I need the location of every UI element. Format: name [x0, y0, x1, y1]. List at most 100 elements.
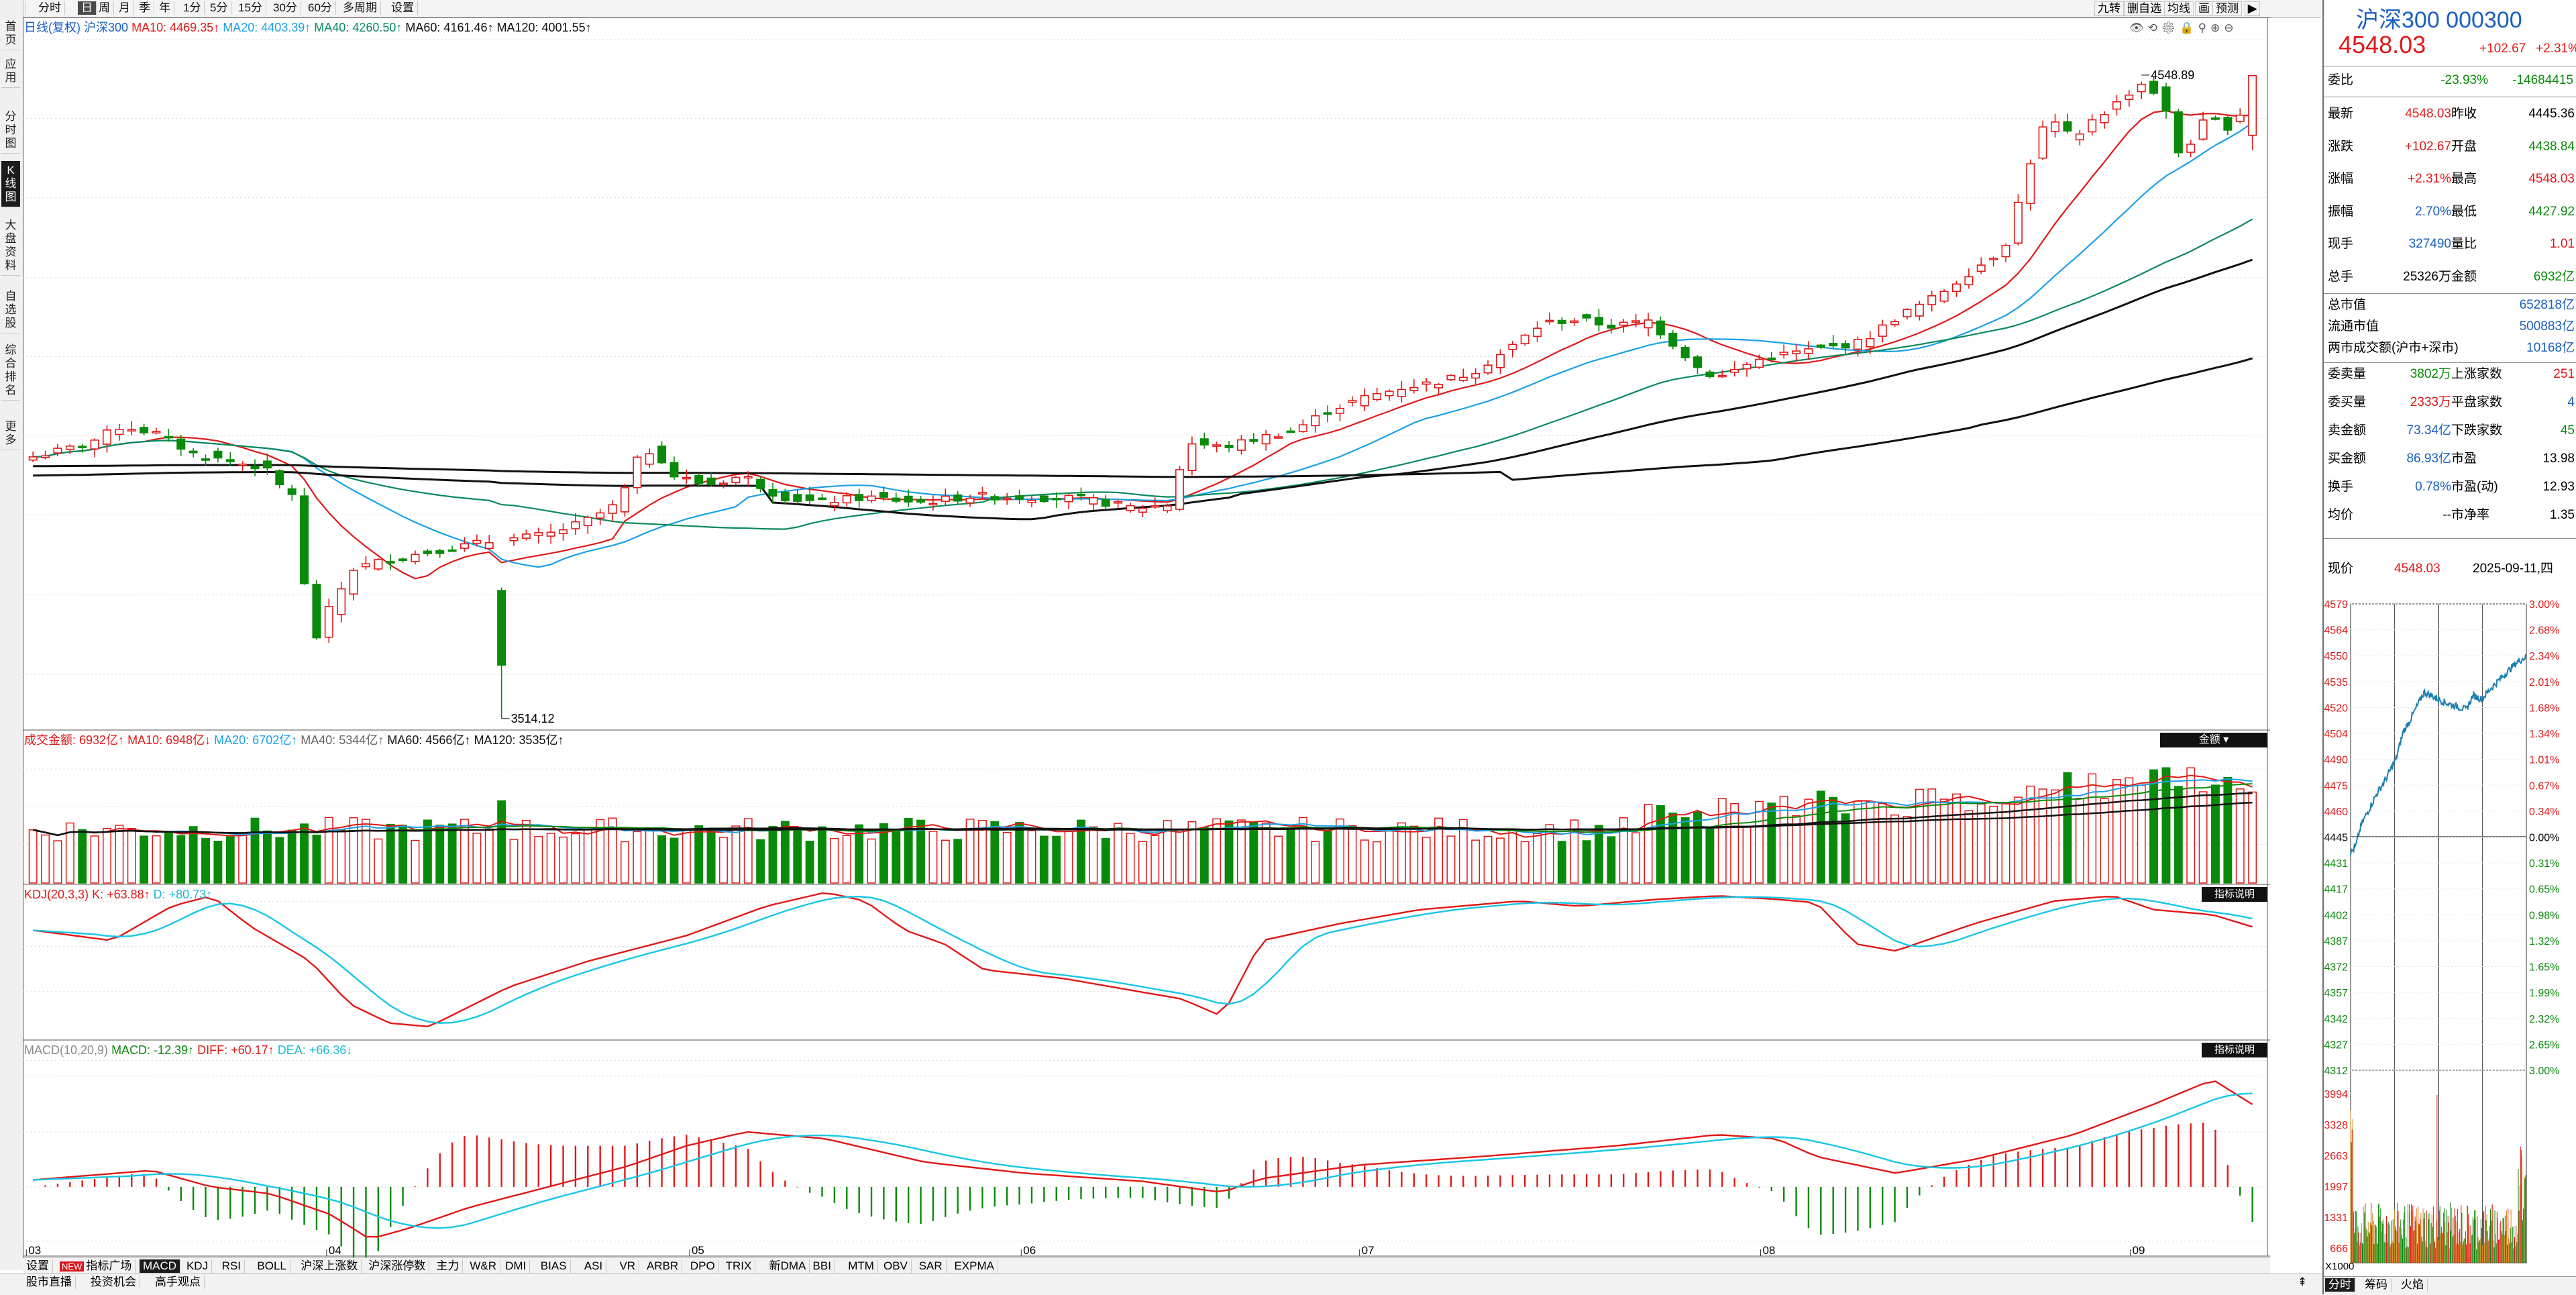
pin-icon[interactable]: ⇞	[2298, 1276, 2308, 1288]
volume-bar	[362, 819, 370, 884]
indicator-tab-11[interactable]: BIAS	[537, 1259, 571, 1273]
candle-body	[1656, 320, 1665, 335]
stat-0a-value: 3802万	[2410, 367, 2451, 381]
kline-chart-area[interactable]: 4606447943524223409639693842371335854548…	[23, 17, 2306, 1266]
volume-bar	[41, 834, 50, 884]
cap-2-value: 10168亿	[2526, 341, 2575, 355]
intraday-mini-chart[interactable]: 4579 3.00% 4564 2.68% 4550 2.34% 4535 2.01% 4520…	[2324, 597, 2576, 1275]
tab-opportunities[interactable]: 投资机会	[87, 1276, 140, 1289]
tab-live[interactable]: 股市直播	[23, 1276, 76, 1289]
right-tab-flame[interactable]: 火焰	[2398, 1278, 2428, 1292]
candle-body	[1557, 319, 1566, 324]
volume-bar	[447, 823, 457, 884]
volume-bar	[2125, 777, 2134, 884]
volume-bar	[1854, 800, 1862, 884]
indicator-tab-13[interactable]: VR	[616, 1259, 640, 1273]
toolbar-1min[interactable]: 1分	[180, 1, 205, 15]
macd-help-button[interactable]: 指标说明	[2202, 1043, 2267, 1057]
candle-body	[1421, 381, 1431, 385]
volume-bar	[1458, 819, 1468, 884]
toolbar-month[interactable]: 月	[115, 1, 134, 15]
right-tab-fenshi[interactable]: 分时	[2325, 1278, 2355, 1292]
indicator-tab-12[interactable]: ASI	[581, 1259, 607, 1273]
candle-body	[2001, 245, 2010, 258]
volume-type-dropdown[interactable]: 金额 ▾	[2160, 733, 2267, 747]
nav-home[interactable]: 首页	[1, 17, 20, 50]
indicator-tab-19[interactable]: MTM	[845, 1259, 878, 1273]
indicator-tab-14[interactable]: ARBR	[643, 1259, 683, 1273]
nav-apps[interactable]: 应用	[1, 55, 20, 88]
indicator-tab-16[interactable]: TRIX	[722, 1259, 756, 1273]
indicator-tab-2[interactable]: MACD	[140, 1259, 181, 1273]
volume-bar	[1607, 836, 1616, 884]
toolbar-week[interactable]: 周	[95, 1, 114, 15]
toolbar-draw[interactable]: 画	[2195, 1, 2213, 16]
indicator-tab-6[interactable]: 沪深上涨数	[297, 1259, 362, 1273]
indicator-tab-5[interactable]: BOLL	[254, 1259, 290, 1273]
nav-favorites[interactable]: 自选股	[1, 287, 20, 333]
indicator-tab-9[interactable]: W&R	[466, 1259, 501, 1273]
toolbar-5min[interactable]: 5分	[207, 1, 232, 15]
indicator-tab-3[interactable]: KDJ	[183, 1259, 213, 1273]
toolbar-fenshi[interactable]: 分时	[35, 1, 65, 15]
volume-bar	[2013, 796, 2023, 884]
volume-bar	[1705, 828, 1715, 884]
nav-market-data[interactable]: 大盘资料	[1, 216, 20, 276]
nav-ranking[interactable]: 综合排名	[1, 341, 20, 401]
toolbar-multi-period[interactable]: 多周期	[339, 1, 381, 15]
toolbar-jiuzhuan[interactable]: 九转	[2094, 1, 2124, 16]
volume-bar	[90, 835, 99, 884]
candle-body	[2100, 114, 2109, 123]
quote-0a-label: 最新	[2328, 107, 2354, 121]
quote-2a-label: 涨幅	[2328, 172, 2354, 186]
toolbar-quarter[interactable]: 季	[136, 1, 154, 15]
volume-bar	[1064, 831, 1073, 884]
indicator-tab-17[interactable]: 新DMA	[766, 1259, 810, 1273]
indicator-tab-4[interactable]: RSI	[219, 1259, 246, 1273]
candle-body	[189, 450, 198, 454]
tab-expert-views[interactable]: 高手观点	[152, 1276, 205, 1289]
indicator-tab-21[interactable]: SAR	[916, 1259, 947, 1273]
volume-bar	[583, 829, 592, 884]
indicator-tab-15[interactable]: DPO	[687, 1259, 719, 1273]
date-tick-label: 06	[1023, 1244, 1036, 1257]
nav-more[interactable]: 更多	[1, 417, 20, 450]
toolbar-30min[interactable]: 30分	[270, 1, 301, 15]
indicator-tab-7[interactable]: 沪深涨停数	[365, 1259, 430, 1273]
volume-bar	[2112, 779, 2121, 884]
volume-bar	[1520, 841, 1529, 884]
toolbar-60min[interactable]: 60分	[305, 1, 336, 15]
nav-fenshi[interactable]: 分时图	[1, 107, 20, 154]
kdj-help-button[interactable]: 指标说明	[2202, 887, 2267, 902]
volume-bar	[1595, 825, 1603, 884]
kdj-label: KDJ(20,3,3)	[24, 888, 89, 901]
toolbar-remove-favorite[interactable]: 删自选	[2124, 1, 2165, 16]
nav-kline[interactable]: K线图	[1, 161, 20, 207]
indicator-tab-1[interactable]: NEW 指标广场	[56, 1259, 136, 1273]
candle-body	[2161, 86, 2171, 112]
candle-body	[1249, 439, 1258, 442]
chart-tool-icons[interactable]: 👁⟲⚙🔒⚲⊕⊖	[2129, 21, 2238, 34]
toolbar-year[interactable]: 年	[156, 1, 174, 15]
right-tab-chips[interactable]: 筹码	[2361, 1278, 2392, 1292]
candle-body	[324, 606, 333, 638]
toolbar-15min[interactable]: 15分	[235, 1, 266, 15]
indicator-tab-22[interactable]: EXPMA	[951, 1259, 998, 1273]
indicator-tab-10[interactable]: DMI	[502, 1259, 531, 1273]
toolbar-forecast[interactable]: 预测	[2212, 1, 2242, 16]
volume-bar	[127, 828, 136, 884]
volume-bar	[435, 825, 445, 884]
volume-bar	[1915, 788, 1924, 884]
indicator-tab-18[interactable]: BBI	[810, 1259, 835, 1273]
toolbar-day[interactable]: 日	[78, 1, 97, 15]
indicator-tab-20[interactable]: OBV	[880, 1259, 912, 1273]
toolbar-ma-lines[interactable]: 均线	[2164, 1, 2194, 16]
date-tick-label: 07	[1362, 1244, 1375, 1257]
volume-bar	[2075, 798, 2084, 884]
indicator-tab-0[interactable]: 设置	[23, 1259, 53, 1273]
toolbar-settings[interactable]: 设置	[388, 1, 418, 15]
volume-bar	[1557, 841, 1566, 884]
indicator-tab-8[interactable]: 主力	[433, 1259, 464, 1273]
toolbar-next-arrow[interactable]: ▶	[2245, 1, 2261, 16]
volume-bar	[1261, 822, 1271, 884]
